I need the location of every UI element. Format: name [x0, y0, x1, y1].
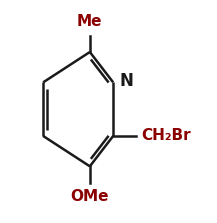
Text: Me: Me [77, 14, 103, 29]
Text: N: N [119, 72, 133, 90]
Text: CH₂Br: CH₂Br [141, 128, 191, 143]
Text: OMe: OMe [71, 189, 109, 204]
